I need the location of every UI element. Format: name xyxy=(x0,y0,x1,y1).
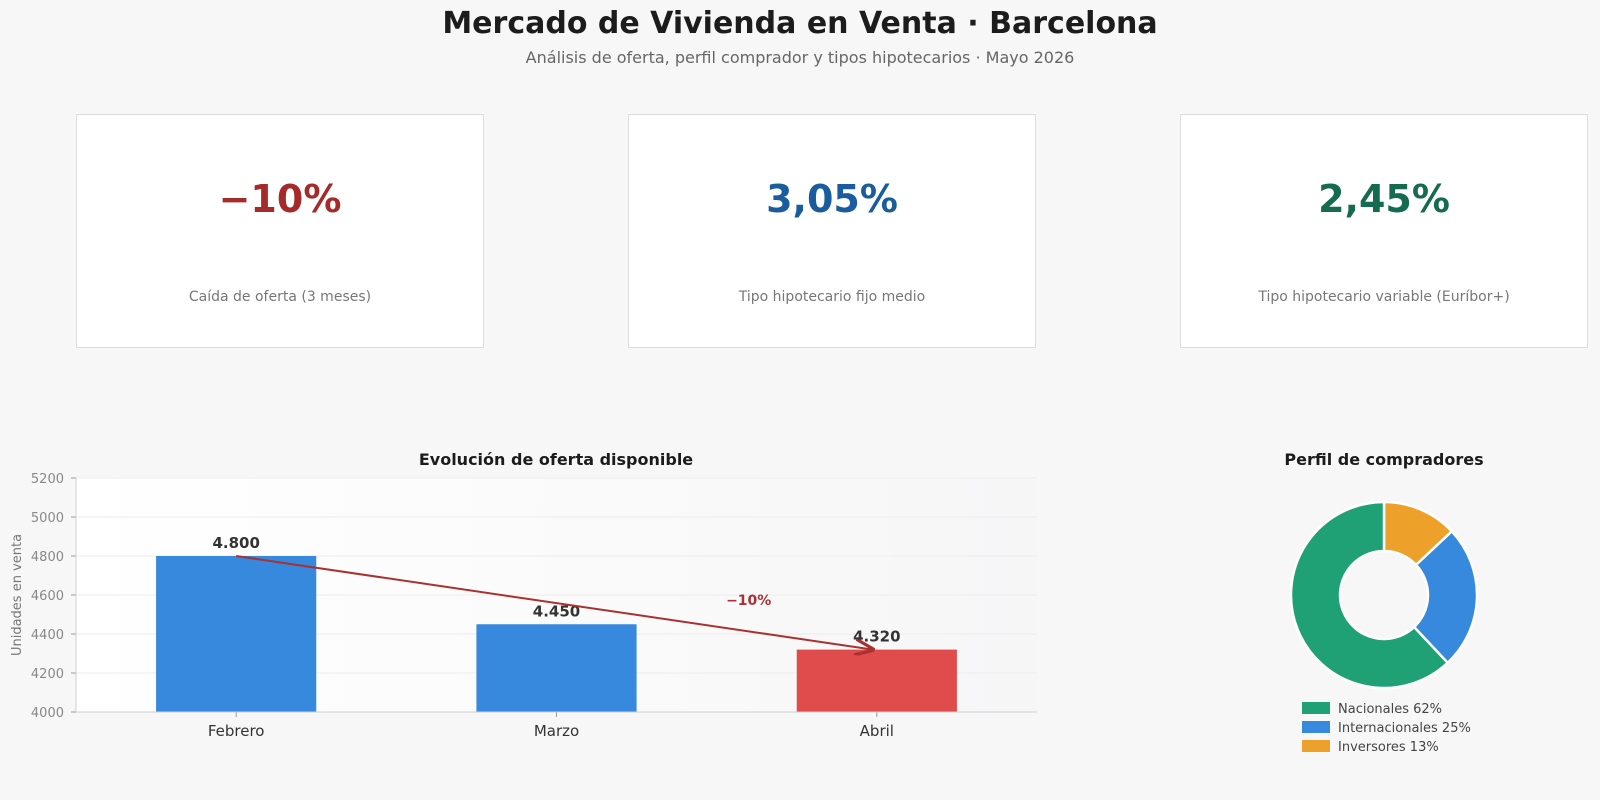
bar-value-label: 4.320 xyxy=(853,628,900,646)
y-tick-label: 4000 xyxy=(31,706,64,721)
kpi-label: Caída de oferta (3 meses) xyxy=(188,289,372,305)
kpi-label: Tipo hipotecario fijo medio xyxy=(738,289,926,305)
kpi-label: Tipo hipotecario variable (Euríbor+) xyxy=(1258,289,1510,305)
kpi-value: −10% xyxy=(218,177,342,221)
trend-arrow xyxy=(236,555,873,650)
kpi-card-fixed-rate: 3,05% Tipo hipotecario fijo medio xyxy=(628,114,1036,348)
page-subtitle: Análisis de oferta, perfil comprador y t… xyxy=(525,48,1075,67)
y-tick-label: 4400 xyxy=(31,628,64,643)
kpi-value: 2,45% xyxy=(1318,177,1450,221)
x-tick-label: Marzo xyxy=(534,722,579,740)
page-title: Mercado de Vivienda en Venta · Barcelona xyxy=(442,6,1158,41)
bar-marzo xyxy=(476,624,637,712)
bar-abril xyxy=(796,649,957,712)
y-tick-label: 4600 xyxy=(31,589,64,604)
bar-value-label: 4.800 xyxy=(212,534,259,552)
y-tick-label: 4800 xyxy=(31,550,64,565)
x-tick-label: Abril xyxy=(860,722,894,740)
kpi-card-supply-drop: −10% Caída de oferta (3 meses) xyxy=(76,114,484,348)
x-tick-label: Febrero xyxy=(208,722,265,740)
y-tick-label: 4200 xyxy=(31,667,64,682)
y-tick-label: 5200 xyxy=(31,472,64,487)
y-tick-label: 5000 xyxy=(31,511,64,526)
bar-chart-title: Evolución de oferta disponible xyxy=(419,450,693,469)
y-axis-label: Unidades en venta xyxy=(10,534,25,656)
kpi-value: 3,05% xyxy=(766,177,898,221)
bar-value-label: 4.450 xyxy=(533,602,580,620)
kpi-card-variable-rate: 2,45% Tipo hipotecario variable (Euríbor… xyxy=(1180,114,1588,348)
trend-annotation-label: −10% xyxy=(726,593,771,609)
bar-febrero xyxy=(156,556,317,712)
